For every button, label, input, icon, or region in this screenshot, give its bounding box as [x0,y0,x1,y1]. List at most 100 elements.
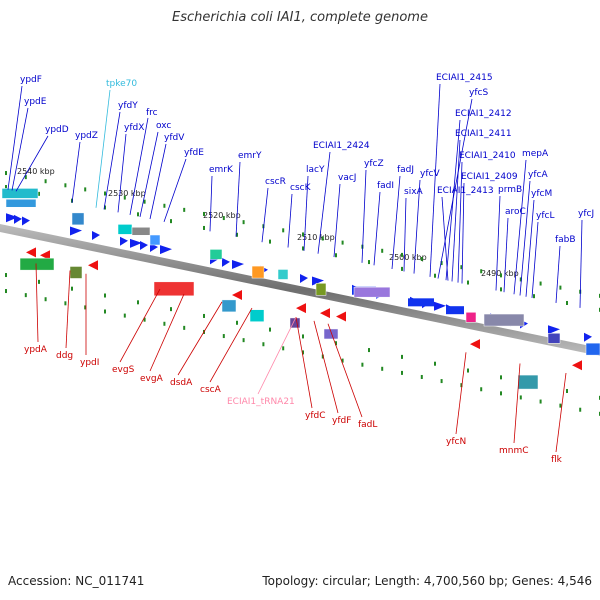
leader-line [455,352,467,435]
forward-gene-arrow [434,301,446,311]
feature-box [131,227,151,236]
gene-label-yfdV: yfdV [164,133,185,143]
leader-line [413,179,421,274]
tick-mark [420,256,423,261]
feature-box [153,281,195,297]
feature-box [277,269,289,280]
tick-mark [434,273,436,278]
leader-line [513,159,527,295]
leader-line [177,301,223,376]
gene-label-ECIAI1_2415: ECIAI1_2415 [436,73,493,83]
leader-line [287,193,293,248]
tick-mark [539,281,542,286]
tick-mark [236,232,238,237]
leader-line [461,182,465,284]
forward-gene-arrow [6,213,18,223]
feature-box [209,249,223,260]
gene-label-yfcZ: yfcZ [364,159,384,169]
feature-box [323,328,339,340]
feature-box [585,342,600,356]
gene-label-yfdF: yfdF [332,416,351,426]
forward-gene-arrow [312,276,324,286]
gene-label-yfcL: yfcL [536,211,554,221]
leader-line [303,175,309,251]
gene-label-evgA: evgA [140,374,164,384]
leader-line [441,196,449,281]
tick-mark [566,388,568,393]
gene-label-ECIAI1_2410: ECIAI1_2410 [459,151,516,161]
reverse-gene-arrow [232,289,242,300]
gene-label-oxc: oxc [156,121,171,131]
tick-mark [539,399,542,404]
tick-mark [5,171,7,176]
tick-mark [420,374,423,379]
leader-line [519,180,531,296]
leader-line [451,139,461,282]
gene-label-fadL: fadL [358,420,377,430]
tick-mark [203,313,205,318]
scale-label: 2540 kbp [17,167,55,176]
tick-mark [321,236,324,241]
gene-label-lacY: lacY [306,165,325,175]
leader-line [119,288,161,363]
tick-mark [361,362,364,367]
gene-label-emrY: emrY [238,151,262,161]
tick-mark [401,354,403,359]
tick-mark [467,280,469,285]
feature-box [465,312,477,323]
tick-mark [519,277,522,282]
leader-line [531,221,539,298]
gene-label-ECIAI1_2424: ECIAI1_2424 [313,141,370,151]
leader-line [163,158,187,223]
forward-gene-block [408,298,434,307]
leader-line [209,175,213,232]
leader-line [209,307,253,383]
scale-label: 2520 kbp [203,211,241,220]
tick-mark [500,391,502,396]
reverse-gene-arrow [296,303,306,314]
gene-label-ddg: ddg [56,351,73,361]
leader-line [457,161,463,283]
tick-mark [401,370,403,375]
feature-box [5,198,37,208]
tick-mark [302,246,304,251]
tick-mark [368,348,370,353]
gene-label-yfcN: yfcN [446,437,466,447]
scale-label: 2500 kbp [389,253,427,262]
gene-label-flk: flk [551,455,563,465]
tick-mark [440,379,443,384]
leader-line [295,317,313,409]
tick-mark [559,403,562,408]
feature-box [315,283,327,296]
gene-label-yfdX: yfdX [124,123,144,133]
tick-mark [335,341,337,346]
tick-mark [104,205,106,210]
forward-gene-arrow [222,257,230,267]
tick-mark [500,273,502,278]
scale-label: 2510 kbp [297,233,335,242]
gene-label-fabB: fabB [555,235,576,245]
leader-line [313,320,339,414]
leader-line [7,85,23,190]
gene-label-ypdA: ypdA [24,345,48,355]
tick-mark [137,212,139,217]
tick-mark [401,266,403,271]
tick-mark [203,225,205,230]
tick-mark [282,346,285,351]
feature-box [289,317,301,329]
gene-label-ECIAI1_2411: ECIAI1_2411 [455,129,512,139]
leader-line [103,111,121,210]
leader-line [65,270,71,349]
scale-label: 2490 kbp [481,269,519,278]
gene-label-yfdE: yfdE [184,148,204,158]
leader-line [391,175,401,270]
tick-mark [302,334,304,339]
leader-line [555,372,567,453]
gene-label-ypdD: ypdD [45,125,69,135]
tick-mark [170,307,172,312]
gene-label-mepA: mepA [522,149,549,159]
leader-line [71,141,81,203]
leader-line [495,195,501,291]
tick-mark [123,195,126,200]
tick-mark [341,358,344,363]
